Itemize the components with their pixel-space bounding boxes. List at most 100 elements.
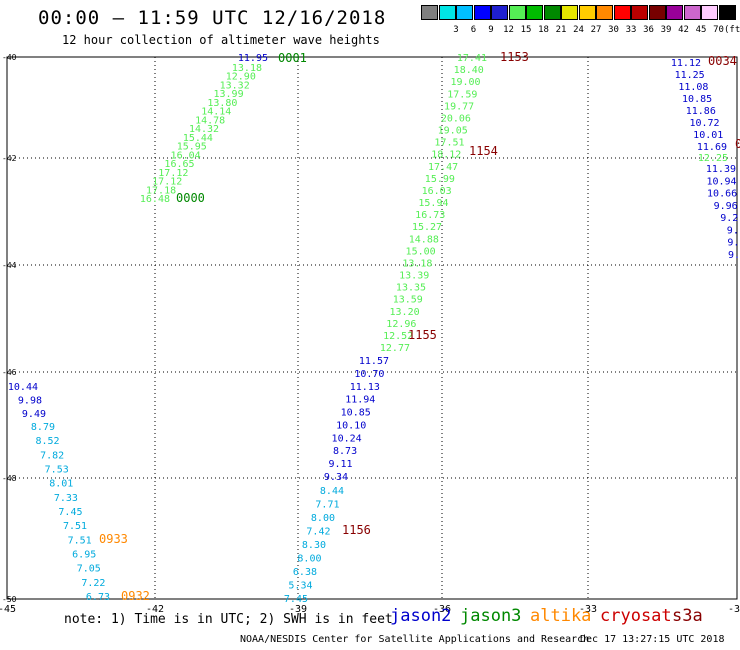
swh-value: 10.85 [682, 94, 712, 105]
map-frame [6, 56, 738, 600]
color-scale-label: 6 [470, 25, 477, 35]
swh-value: 7.22 [81, 578, 105, 589]
pass-time-label: 1153 [500, 50, 529, 64]
swh-value: 8.30 [302, 540, 326, 551]
swh-value: 16.48 [140, 194, 170, 205]
longitude-label: -33 [579, 604, 597, 615]
swh-value: 7.53 [45, 465, 69, 476]
swh-value: 20.06 [441, 113, 471, 124]
swh-value: 7.71 [315, 500, 339, 511]
swh-value: 12.90 [226, 72, 256, 83]
pass-time-label: 0034 [708, 54, 737, 68]
swh-value: 17.12 [152, 177, 182, 188]
color-scale-label: 30 [608, 25, 619, 35]
color-scale-swatch [718, 5, 736, 20]
color-scale-label: 70 [713, 25, 724, 35]
swh-value: 10.94 [706, 176, 736, 187]
swh-value: 9.49 [22, 409, 46, 420]
longitude-label: -30 [728, 604, 740, 615]
satellite-legend-jason2: jason2 [390, 606, 452, 626]
pass-time-label: 1155 [408, 328, 437, 342]
color-scale-swatch [561, 5, 578, 20]
credit-timestamp: Dec 17 13:27:15 UTC 2018 [580, 634, 725, 645]
latitude-label: -44 [2, 261, 17, 270]
swh-value: 8.73 [333, 446, 357, 457]
color-scale-swatch [456, 5, 473, 20]
swh-value: 7.82 [40, 450, 64, 461]
swh-value: 11.57 [359, 356, 389, 367]
swh-value: 10.85 [341, 408, 371, 419]
color-scale-label: 33 [625, 25, 637, 35]
swh-value: 10.01 [693, 130, 723, 141]
swh-value: 6.73 [86, 592, 110, 603]
color-scale-swatch [438, 5, 456, 20]
satellite-legend-cryosat: cryosat [600, 606, 672, 626]
chart-title: 00:00 – 11:59 UTC 12/16/2018 [38, 7, 387, 29]
swh-value: 7.45 [58, 507, 82, 518]
swh-value: 5.34 [288, 581, 312, 592]
swh-value: 11.08 [678, 82, 708, 93]
swh-value: 10.10 [336, 420, 366, 431]
swh-value: 9.11 [328, 459, 352, 470]
color-scale-swatch [613, 5, 631, 20]
pass-time-label: 1156 [342, 523, 371, 537]
swh-value: 10.72 [689, 118, 719, 129]
swh-value: 7.45 [284, 594, 308, 605]
swh-value: 11.13 [350, 382, 380, 393]
swh-value: 13.18 [232, 63, 262, 74]
pass-time-label: 0000 [176, 191, 205, 205]
swh-value: 15.94 [418, 198, 448, 209]
color-scale-swatch [508, 5, 526, 20]
swh-value: 11.95 [238, 53, 268, 64]
longitude-label: -39 [289, 604, 307, 615]
swh-value: 13.59 [393, 295, 423, 306]
swh-value: 14.88 [409, 234, 439, 245]
swh-value: 11.39 [706, 164, 736, 175]
color-scale-label: 24 [573, 25, 584, 35]
swh-value: 8.00 [297, 554, 321, 565]
color-scale-swatch [578, 5, 596, 20]
pass-time-label: 0001 [278, 51, 307, 65]
color-scale-label: 9 [488, 25, 494, 35]
swh-value: 12.96 [386, 319, 416, 330]
swh-value: 10.70 [354, 369, 384, 380]
color-scale-swatch [648, 5, 666, 20]
swh-value: 17.51 [434, 138, 464, 149]
swh-value: 9.34 [324, 472, 348, 483]
color-scale-label: 27 [590, 25, 602, 35]
swh-value: 14.32 [189, 124, 219, 135]
latitude-label: -46 [2, 368, 17, 377]
swh-value: 14.78 [195, 115, 225, 126]
swh-value: 19.05 [438, 126, 468, 137]
latitude-label: -48 [2, 474, 17, 483]
latitude-label: -42 [2, 154, 17, 163]
color-scale-label: 36 [643, 25, 654, 35]
swh-value: 17.12 [158, 168, 188, 179]
longitude-label: -45 [0, 604, 16, 615]
swh-value: 9.98 [18, 396, 42, 407]
swh-value: 13.18 [402, 258, 432, 269]
pass-time-label: 1154 [469, 144, 498, 158]
swh-value: 15.99 [425, 174, 455, 185]
color-scale-swatch [666, 5, 683, 20]
swh-value: 12.52 [383, 331, 413, 342]
color-scale-label: 18 [538, 25, 549, 35]
swh-value: 16.65 [164, 159, 194, 170]
swh-value: 12.77 [380, 343, 410, 354]
swh-value: 11.12 [671, 58, 701, 69]
swh-value: 13.39 [399, 271, 429, 282]
satellite-legend-jason3: jason3 [460, 606, 522, 626]
swh-value: 10.66 [707, 189, 737, 200]
swh-value: 9. [728, 250, 740, 261]
pass-time-label: 0933 [99, 532, 128, 546]
color-scale-swatch [543, 5, 561, 20]
swh-value: 6.38 [293, 567, 317, 578]
swh-value: 9.96 [714, 201, 738, 212]
swh-value: 14.14 [201, 107, 231, 118]
swh-value: 9. [727, 225, 739, 236]
color-scale-swatch [491, 5, 508, 20]
swh-value: 7.33 [54, 493, 78, 504]
swh-value: 13.99 [213, 89, 243, 100]
swh-value: 9.2 [720, 213, 738, 224]
swh-value: 13.35 [396, 283, 426, 294]
